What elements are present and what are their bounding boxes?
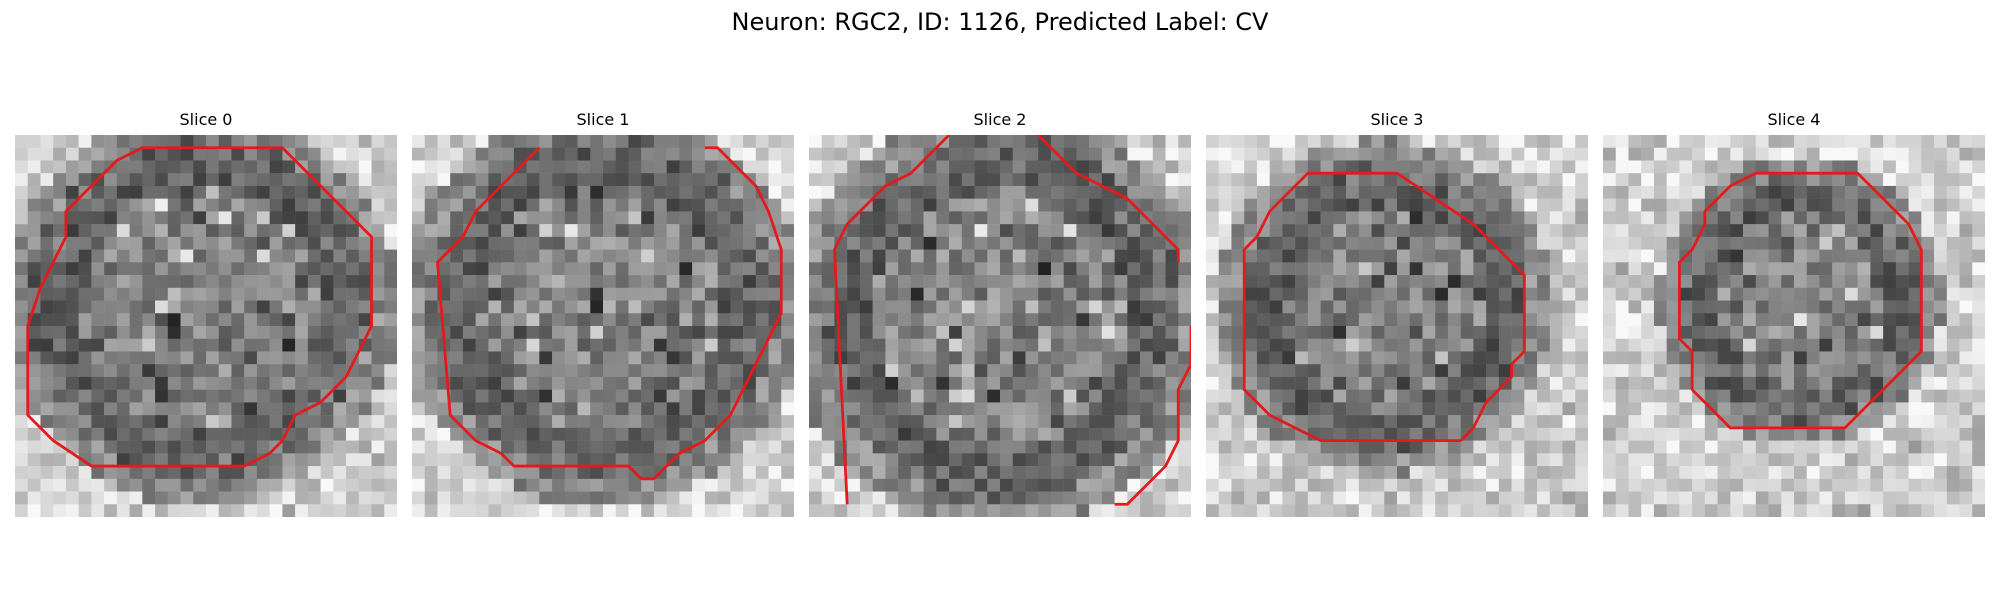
- slice-image: [1603, 135, 1985, 517]
- grayscale-texture: [809, 135, 1191, 517]
- slice-title: Slice 1: [412, 110, 794, 130]
- slice-title: Slice 0: [15, 110, 397, 130]
- grayscale-texture: [15, 135, 397, 517]
- grayscale-texture: [1603, 135, 1985, 517]
- slice-image: [809, 135, 1191, 517]
- slice-image: [412, 135, 794, 517]
- grayscale-texture: [1206, 135, 1588, 517]
- slice-title: Slice 3: [1206, 110, 1588, 130]
- slice-title: Slice 2: [809, 110, 1191, 130]
- figure-title: Neuron: RGC2, ID: 1126, Predicted Label:…: [0, 6, 2000, 38]
- slice-image: [15, 135, 397, 517]
- grayscale-texture: [412, 135, 794, 517]
- slice-title: Slice 4: [1603, 110, 1985, 130]
- slice-image: [1206, 135, 1588, 517]
